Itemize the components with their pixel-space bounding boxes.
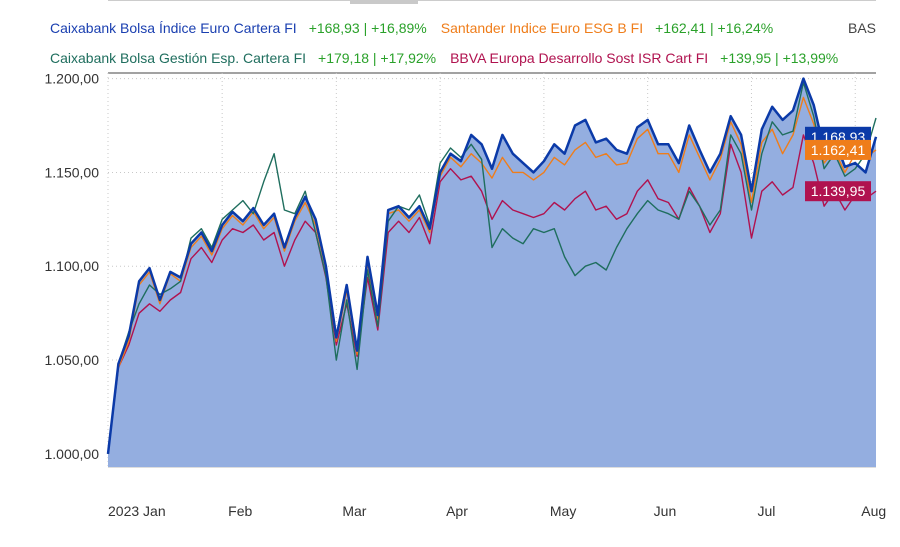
x-tick-label: Jul (757, 503, 775, 519)
legend-value: +168,93 | +16,89% (308, 20, 427, 36)
line-caixabank-indice (106, 77, 878, 455)
legend-value: +162,41 | +16,24% (655, 20, 774, 36)
end-label-bbva-bg (805, 181, 871, 202)
legend-name: Santander Indice Euro ESG B FI (440, 20, 644, 36)
end-label-santander-bg (805, 139, 871, 160)
range-selector-active[interactable] (350, 0, 418, 4)
line-bbva (107, 134, 877, 454)
legend-item-santander[interactable]: Santander Indice Euro ESG B FI +162,41 |… (441, 20, 773, 36)
legend-name: BBVA Europa Desarrollo Sost ISR Cart FI (450, 50, 709, 66)
legend-value: +139,95 | +13,99% (720, 50, 839, 66)
legend-value: +179,18 | +17,92% (318, 50, 437, 66)
legend-item-caixabank-gestion[interactable]: Caixabank Bolsa Gestión Esp. Cartera FI … (50, 50, 436, 66)
legend-item-caixabank-indice[interactable]: Caixabank Bolsa Índice Euro Cartera FI +… (50, 20, 427, 36)
y-tick-label: 1.200,00 (45, 71, 100, 87)
x-tick-label: Mar (342, 503, 366, 519)
line-caixabank-gestion (107, 81, 877, 454)
x-tick-label: Jun (654, 503, 677, 519)
x-tick-label: Apr (446, 503, 468, 519)
legend-name: Caixabank Bolsa Gestión Esp. Cartera FI (50, 50, 307, 66)
legend-name: Caixabank Bolsa Índice Euro Cartera FI (50, 20, 297, 36)
area-caixabank-indice (108, 78, 876, 467)
base-label: BAS (847, 20, 876, 36)
legend-row-2: Caixabank Bolsa Gestión Esp. Cartera FI … (50, 50, 838, 66)
x-tick-label: Feb (228, 503, 252, 519)
x-tick-label: May (550, 503, 576, 519)
y-tick-label: 1.100,00 (45, 258, 100, 274)
range-selector-strip[interactable] (108, 0, 876, 5)
y-tick-label: 1.050,00 (45, 352, 100, 368)
x-tick-label: Aug (861, 503, 886, 519)
end-label-santander: 1.162,41 (811, 142, 866, 158)
legend-item-bbva[interactable]: BBVA Europa Desarrollo Sost ISR Cart FI … (450, 50, 838, 66)
end-label-bbva: 1.139,95 (811, 183, 866, 199)
y-tick-label: 1.150,00 (45, 164, 100, 180)
line-santander (107, 96, 877, 454)
legend-row-1: Caixabank Bolsa Índice Euro Cartera FI +… (50, 20, 773, 36)
y-tick-label: 1.000,00 (45, 446, 100, 462)
x-tick-label: 2023 Jan (108, 503, 166, 519)
